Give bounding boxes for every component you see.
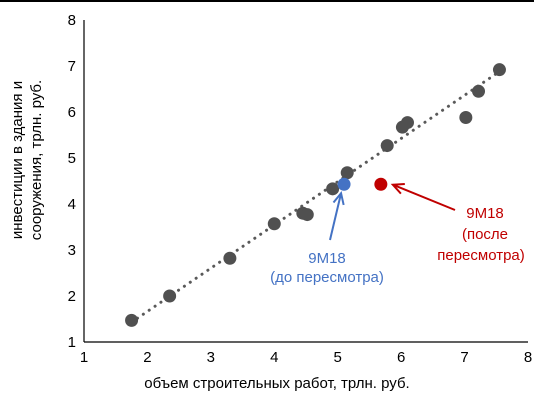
data-point — [223, 251, 237, 265]
data-point — [300, 208, 314, 222]
x-tick-label: 7 — [460, 349, 468, 366]
annotation-after-line3: пересмотра) — [437, 247, 525, 264]
data-point — [163, 289, 177, 303]
data-point — [380, 139, 394, 153]
y-tick-label: 4 — [68, 196, 76, 213]
data-point — [326, 182, 340, 196]
data-point — [267, 217, 281, 231]
arrow-before-head — [332, 190, 345, 206]
y-tick-label: 8 — [68, 12, 76, 29]
y-tick-label: 3 — [68, 242, 76, 259]
y-axis-title-line1: инвестиции в здания и — [9, 81, 26, 239]
annotation-after-arrow — [390, 182, 456, 211]
y-tick-label: 2 — [68, 288, 76, 305]
x-tick-label: 5 — [334, 349, 342, 366]
data-point-9m18-after-revision — [374, 177, 388, 191]
annotation-before-line1: 9M18 — [308, 250, 346, 267]
arrow-after-head — [390, 182, 405, 195]
annotation-before-arrow — [329, 190, 345, 241]
data-point — [472, 84, 486, 98]
data-point — [125, 313, 139, 327]
arrow-after-shaft — [392, 183, 456, 211]
x-tick-label: 1 — [80, 349, 88, 366]
y-tick-label: 6 — [68, 104, 76, 121]
arrow-before-shaft — [329, 192, 343, 241]
annotation-after-line1: 9M18 — [466, 205, 504, 222]
x-tick-label: 6 — [397, 349, 405, 366]
annotation-before-revision: 9M18 (до пересмотра) — [270, 190, 384, 286]
x-axis-title: объем строительных работ, трлн. руб. — [144, 375, 409, 392]
annotation-after-line2: (после — [462, 226, 508, 243]
data-point — [340, 166, 354, 180]
y-axis-title: инвестиции в здания и сооружения, трлн. … — [9, 80, 45, 240]
x-tick-label: 8 — [524, 349, 532, 366]
y-tick-label: 1 — [68, 334, 76, 351]
x-tick-label: 3 — [207, 349, 215, 366]
x-tick-label: 2 — [143, 349, 151, 366]
y-tick-label: 7 — [68, 58, 76, 75]
x-tick-label: 4 — [270, 349, 278, 366]
data-point — [492, 63, 506, 77]
annotation-before-line2: (до пересмотра) — [270, 269, 384, 286]
data-point — [459, 111, 473, 125]
y-tick-label: 5 — [68, 150, 76, 167]
data-point-9m18-before-revision — [337, 177, 351, 191]
data-point — [400, 116, 414, 130]
y-axis-title-line2: сооружения, трлн. руб. — [28, 80, 45, 240]
annotation-after-revision: 9M18 (после пересмотра) — [390, 182, 525, 264]
